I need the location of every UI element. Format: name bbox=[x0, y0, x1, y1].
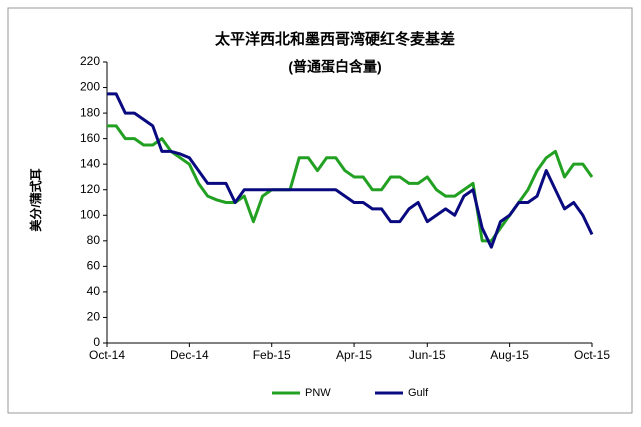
y-tick-label: 60 bbox=[87, 259, 101, 273]
y-axis-label: 美分/蒲式耳 bbox=[28, 168, 43, 231]
x-tick-label: Oct-15 bbox=[574, 348, 610, 362]
x-tick-label: Oct-14 bbox=[89, 348, 125, 362]
y-tick-label: 40 bbox=[87, 284, 101, 298]
x-tick-label: Dec-14 bbox=[170, 348, 209, 362]
y-tick-label: 20 bbox=[87, 310, 101, 324]
chart-border bbox=[7, 7, 633, 414]
y-tick-label: 100 bbox=[80, 207, 100, 221]
y-tick-label: 140 bbox=[80, 156, 100, 170]
line-series bbox=[107, 92, 594, 249]
y-tick-label: 120 bbox=[80, 182, 100, 196]
x-tick-label: Apr-15 bbox=[336, 348, 372, 362]
y-tick-label: 200 bbox=[80, 80, 100, 94]
legend-label: PNW bbox=[305, 387, 331, 399]
chart-title: 太平洋西北和墨西哥湾硬红冬麦基差 bbox=[215, 30, 455, 48]
y-tick-label: 220 bbox=[80, 54, 100, 68]
y-tick-label: 0 bbox=[93, 335, 100, 349]
y-tick-label: 180 bbox=[80, 105, 100, 119]
chart-subtitle: (普通蛋白含量) bbox=[288, 59, 381, 75]
y-tick-label: 160 bbox=[80, 131, 100, 145]
x-tick-label: Aug-15 bbox=[490, 348, 529, 362]
legend-label: Gulf bbox=[408, 387, 429, 399]
y-tick-label: 80 bbox=[87, 233, 101, 247]
x-tick-label: Jun-15 bbox=[409, 348, 446, 362]
x-tick-label: Feb-15 bbox=[253, 348, 291, 362]
